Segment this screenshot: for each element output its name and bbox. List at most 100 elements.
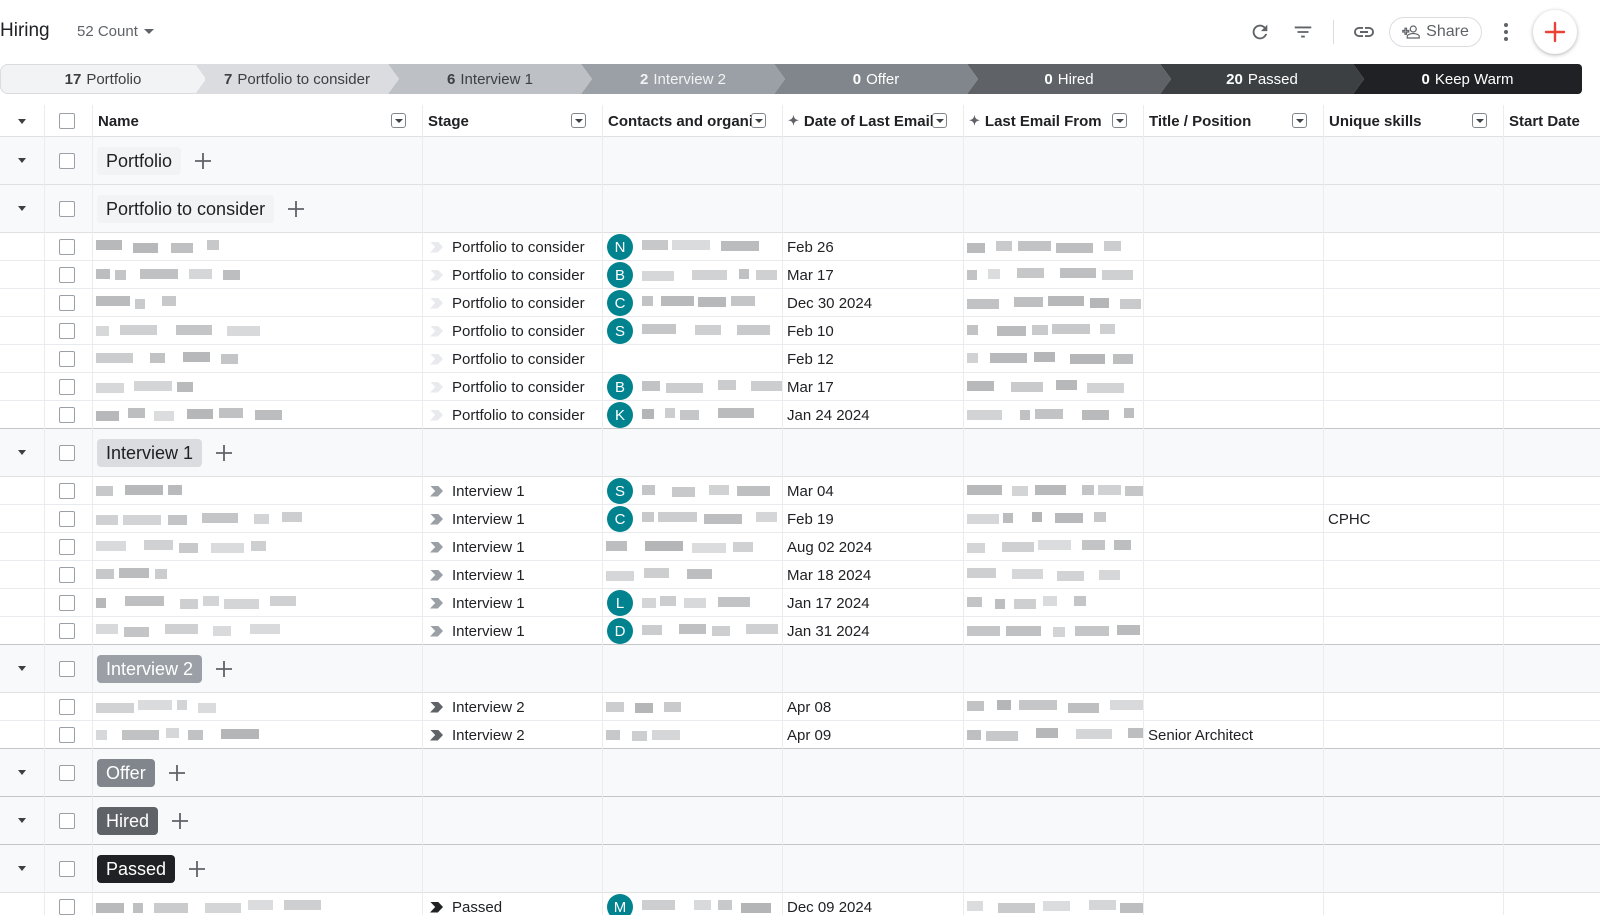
contacts-cell[interactable]: M bbox=[602, 893, 782, 915]
row-checkbox[interactable] bbox=[59, 239, 75, 255]
pipeline-stage-portfolio[interactable]: 17 Portfolio bbox=[0, 64, 206, 94]
start-date-cell[interactable] bbox=[1508, 401, 1600, 429]
start-date-cell[interactable] bbox=[1508, 477, 1600, 505]
title-position-cell[interactable] bbox=[1148, 401, 1323, 429]
group-checkbox[interactable] bbox=[59, 661, 75, 677]
stage-cell[interactable]: Portfolio to consider bbox=[430, 345, 602, 373]
stage-cell[interactable]: Interview 1 bbox=[430, 617, 602, 645]
unique-skills-cell[interactable] bbox=[1328, 533, 1503, 561]
last-email-from-cell[interactable] bbox=[963, 401, 1143, 429]
refresh-icon[interactable] bbox=[1246, 18, 1274, 46]
pipeline-stage-offer[interactable]: 0 Offer bbox=[774, 64, 978, 94]
start-date-cell[interactable] bbox=[1508, 289, 1600, 317]
group-checkbox[interactable] bbox=[59, 765, 75, 781]
row-checkbox[interactable] bbox=[59, 899, 75, 915]
date-last-email-cell[interactable]: Feb 19 bbox=[787, 505, 963, 533]
date-last-email-cell[interactable]: Feb 26 bbox=[787, 233, 963, 261]
group-checkbox[interactable] bbox=[59, 813, 75, 829]
unique-skills-cell[interactable]: CPHC bbox=[1328, 505, 1503, 533]
unique-skills-cell[interactable] bbox=[1328, 373, 1503, 401]
add-to-group-icon[interactable] bbox=[284, 197, 308, 221]
unique-skills-cell[interactable] bbox=[1328, 721, 1503, 749]
add-to-group-icon[interactable] bbox=[212, 441, 236, 465]
unique-skills-cell[interactable] bbox=[1328, 261, 1503, 289]
row-checkbox[interactable] bbox=[59, 727, 75, 743]
row-checkbox[interactable] bbox=[59, 295, 75, 311]
stage-cell[interactable]: Interview 1 bbox=[430, 561, 602, 589]
column-header-date-last-email[interactable]: ✦ Date of Last Email bbox=[782, 105, 963, 137]
date-last-email-cell[interactable]: Mar 18 2024 bbox=[787, 561, 963, 589]
title-position-cell[interactable] bbox=[1148, 289, 1323, 317]
title-position-cell[interactable] bbox=[1148, 589, 1323, 617]
filter-icon[interactable] bbox=[1289, 18, 1317, 46]
add-to-group-icon[interactable] bbox=[165, 761, 189, 785]
column-header-stage[interactable]: Stage bbox=[422, 105, 602, 137]
add-to-group-icon[interactable] bbox=[185, 857, 209, 881]
name-cell[interactable] bbox=[92, 561, 422, 589]
table-row[interactable]: Interview 1 Aug 02 2024 bbox=[0, 533, 1600, 561]
unique-skills-cell[interactable] bbox=[1328, 477, 1503, 505]
column-header-contacts[interactable]: Contacts and organizations bbox=[602, 105, 782, 137]
unique-skills-cell[interactable] bbox=[1328, 317, 1503, 345]
stage-cell[interactable]: Interview 1 bbox=[430, 533, 602, 561]
contacts-cell[interactable] bbox=[602, 533, 782, 561]
pipeline-stage-interview-1[interactable]: 6 Interview 1 bbox=[388, 64, 592, 94]
unique-skills-cell[interactable] bbox=[1328, 401, 1503, 429]
contacts-cell[interactable]: B bbox=[602, 373, 782, 401]
collapse-group-icon[interactable] bbox=[18, 450, 26, 455]
contacts-cell[interactable]: D bbox=[602, 617, 782, 645]
title-position-cell[interactable] bbox=[1148, 345, 1323, 373]
table-row[interactable]: Portfolio to consider Feb 12 bbox=[0, 345, 1600, 373]
stage-cell[interactable]: Portfolio to consider bbox=[430, 401, 602, 429]
group-checkbox[interactable] bbox=[59, 445, 75, 461]
start-date-cell[interactable] bbox=[1508, 561, 1600, 589]
start-date-cell[interactable] bbox=[1508, 345, 1600, 373]
contacts-cell[interactable]: K bbox=[602, 401, 782, 429]
column-menu-icon[interactable] bbox=[391, 113, 406, 128]
table-row[interactable]: Portfolio to consider S Feb 10 bbox=[0, 317, 1600, 345]
contacts-cell[interactable] bbox=[602, 721, 782, 749]
table-row[interactable]: Portfolio to consider N Feb 26 bbox=[0, 233, 1600, 261]
table-row[interactable]: Portfolio to consider B Mar 17 bbox=[0, 261, 1600, 289]
column-header-start-date[interactable]: Start Date bbox=[1503, 105, 1600, 137]
name-cell[interactable] bbox=[92, 505, 422, 533]
unique-skills-cell[interactable] bbox=[1328, 233, 1503, 261]
add-record-button[interactable] bbox=[1533, 10, 1577, 54]
row-checkbox[interactable] bbox=[59, 323, 75, 339]
contacts-cell[interactable]: N bbox=[602, 233, 782, 261]
table-row[interactable]: Portfolio to consider C Dec 30 2024 bbox=[0, 289, 1600, 317]
last-email-from-cell[interactable] bbox=[963, 533, 1143, 561]
row-checkbox[interactable] bbox=[59, 567, 75, 583]
date-last-email-cell[interactable]: Dec 09 2024 bbox=[787, 893, 963, 915]
stage-cell[interactable]: Interview 2 bbox=[430, 721, 602, 749]
date-last-email-cell[interactable]: Feb 10 bbox=[787, 317, 963, 345]
stage-cell[interactable]: Passed bbox=[430, 893, 602, 915]
unique-skills-cell[interactable] bbox=[1328, 589, 1503, 617]
stage-cell[interactable]: Portfolio to consider bbox=[430, 233, 602, 261]
start-date-cell[interactable] bbox=[1508, 505, 1600, 533]
last-email-from-cell[interactable] bbox=[963, 373, 1143, 401]
row-checkbox[interactable] bbox=[59, 407, 75, 423]
start-date-cell[interactable] bbox=[1508, 373, 1600, 401]
name-cell[interactable] bbox=[92, 617, 422, 645]
date-last-email-cell[interactable]: Apr 08 bbox=[787, 693, 963, 721]
date-last-email-cell[interactable]: Mar 17 bbox=[787, 373, 963, 401]
last-email-from-cell[interactable] bbox=[963, 893, 1143, 915]
pipeline-stage-keep-warm[interactable]: 0 Keep Warm bbox=[1353, 64, 1582, 94]
table-row[interactable]: Interview 1 S Mar 04 bbox=[0, 477, 1600, 505]
title-position-cell[interactable] bbox=[1148, 533, 1323, 561]
start-date-cell[interactable] bbox=[1508, 693, 1600, 721]
pipeline-stage-portfolio-to-consider[interactable]: 7 Portfolio to consider bbox=[195, 64, 399, 94]
last-email-from-cell[interactable] bbox=[963, 561, 1143, 589]
name-cell[interactable] bbox=[92, 477, 422, 505]
date-last-email-cell[interactable]: Mar 17 bbox=[787, 261, 963, 289]
start-date-cell[interactable] bbox=[1508, 617, 1600, 645]
group-checkbox[interactable] bbox=[59, 153, 75, 169]
unique-skills-cell[interactable] bbox=[1328, 693, 1503, 721]
title-position-cell[interactable] bbox=[1148, 693, 1323, 721]
name-cell[interactable] bbox=[92, 893, 422, 915]
unique-skills-cell[interactable] bbox=[1328, 289, 1503, 317]
collapse-group-icon[interactable] bbox=[18, 666, 26, 671]
title-position-cell[interactable] bbox=[1148, 477, 1323, 505]
last-email-from-cell[interactable] bbox=[963, 261, 1143, 289]
